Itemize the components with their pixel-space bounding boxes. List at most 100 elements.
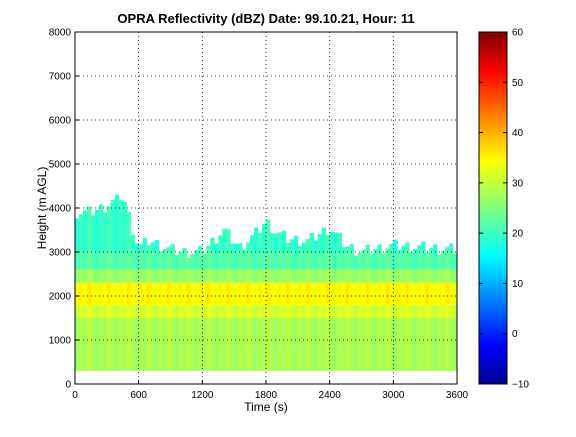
reflectivity-cell <box>91 216 95 252</box>
reflectivity-cell <box>206 318 210 371</box>
reflectivity-cell <box>322 305 326 318</box>
reflectivity-cell <box>429 283 433 305</box>
y-tick-label: 2000 <box>49 292 72 303</box>
reflectivity-cell <box>147 318 151 371</box>
reflectivity-cell <box>413 252 417 270</box>
reflectivity-cell <box>449 243 453 252</box>
reflectivity-cell <box>194 318 198 371</box>
reflectivity-cell <box>159 318 163 371</box>
reflectivity-cell <box>186 305 190 318</box>
reflectivity-cell <box>206 252 210 270</box>
y-tick-label: 4000 <box>49 204 72 215</box>
reflectivity-cell <box>127 305 131 318</box>
reflectivity-cell <box>178 270 182 283</box>
reflectivity-cell <box>83 210 87 252</box>
reflectivity-cell <box>75 218 79 252</box>
reflectivity-cell <box>429 248 433 252</box>
reflectivity-cell <box>123 283 127 305</box>
reflectivity-cell <box>306 318 310 371</box>
reflectivity-cell <box>354 318 358 371</box>
reflectivity-cell <box>155 240 159 252</box>
reflectivity-cell <box>346 252 350 270</box>
reflectivity-cell <box>254 305 258 318</box>
reflectivity-cell <box>322 228 326 252</box>
reflectivity-cell <box>167 283 171 305</box>
reflectivity-cell <box>246 270 250 283</box>
reflectivity-cell <box>230 252 234 270</box>
reflectivity-cell <box>449 305 453 318</box>
reflectivity-cell <box>226 283 230 305</box>
reflectivity-cell <box>234 252 238 270</box>
reflectivity-cell <box>163 252 167 270</box>
reflectivity-cell <box>99 270 103 283</box>
reflectivity-cell <box>421 318 425 371</box>
reflectivity-cell <box>250 252 254 270</box>
reflectivity-cell <box>433 270 437 283</box>
reflectivity-cell <box>238 318 242 371</box>
reflectivity-cell <box>190 283 194 305</box>
reflectivity-cell <box>127 270 131 283</box>
reflectivity-cell <box>306 283 310 305</box>
reflectivity-cell <box>182 252 186 270</box>
reflectivity-cell <box>322 318 326 371</box>
colorbar-tick-label: 20 <box>512 229 524 240</box>
reflectivity-cell <box>230 283 234 305</box>
reflectivity-cell <box>302 283 306 305</box>
reflectivity-cell <box>270 233 274 252</box>
reflectivity-cell <box>334 283 338 305</box>
y-tick-label: 0 <box>65 380 71 391</box>
reflectivity-cell <box>258 233 262 252</box>
reflectivity-cell <box>210 238 214 252</box>
reflectivity-cell <box>111 305 115 318</box>
reflectivity-cell <box>298 318 302 371</box>
reflectivity-cell <box>214 252 218 270</box>
reflectivity-cell <box>326 235 330 252</box>
reflectivity-cell <box>354 255 358 269</box>
reflectivity-cell <box>342 283 346 305</box>
reflectivity-cell <box>437 318 441 371</box>
reflectivity-cell <box>234 244 238 252</box>
reflectivity-cell <box>286 252 290 270</box>
reflectivity-cell <box>226 305 230 318</box>
reflectivity-cell <box>155 270 159 283</box>
reflectivity-cell <box>373 283 377 305</box>
reflectivity-cell <box>91 270 95 283</box>
reflectivity-cell <box>123 318 127 371</box>
reflectivity-cell <box>147 283 151 305</box>
reflectivity-cell <box>397 318 401 371</box>
reflectivity-cell <box>334 252 338 270</box>
reflectivity-cell <box>131 252 135 270</box>
reflectivity-cell <box>282 305 286 318</box>
reflectivity-cell <box>429 305 433 318</box>
reflectivity-cell <box>99 305 103 318</box>
reflectivity-cell <box>338 252 342 270</box>
reflectivity-cell <box>413 283 417 305</box>
reflectivity-cell <box>222 283 226 305</box>
reflectivity-cell <box>107 252 111 270</box>
reflectivity-cell <box>377 244 381 252</box>
reflectivity-cell <box>139 305 143 318</box>
reflectivity-cell <box>178 318 182 371</box>
reflectivity-cell <box>210 252 214 270</box>
reflectivity-cell <box>314 270 318 283</box>
reflectivity-cell <box>266 283 270 305</box>
reflectivity-cell <box>350 318 354 371</box>
reflectivity-cell <box>222 252 226 270</box>
reflectivity-cell <box>139 283 143 305</box>
reflectivity-cell <box>278 283 282 305</box>
reflectivity-cell <box>171 318 175 371</box>
reflectivity-cell <box>210 318 214 371</box>
reflectivity-cell <box>369 283 373 305</box>
reflectivity-cell <box>83 283 87 305</box>
colorbar-tick-label: 0 <box>512 329 518 340</box>
reflectivity-cell <box>206 283 210 305</box>
reflectivity-cell <box>401 283 405 305</box>
reflectivity-cell <box>119 270 123 283</box>
reflectivity-cell <box>338 270 342 283</box>
reflectivity-cell <box>206 270 210 283</box>
reflectivity-cell <box>314 240 318 252</box>
reflectivity-cell <box>163 249 167 252</box>
reflectivity-cell <box>182 270 186 283</box>
reflectivity-cell <box>151 270 155 283</box>
